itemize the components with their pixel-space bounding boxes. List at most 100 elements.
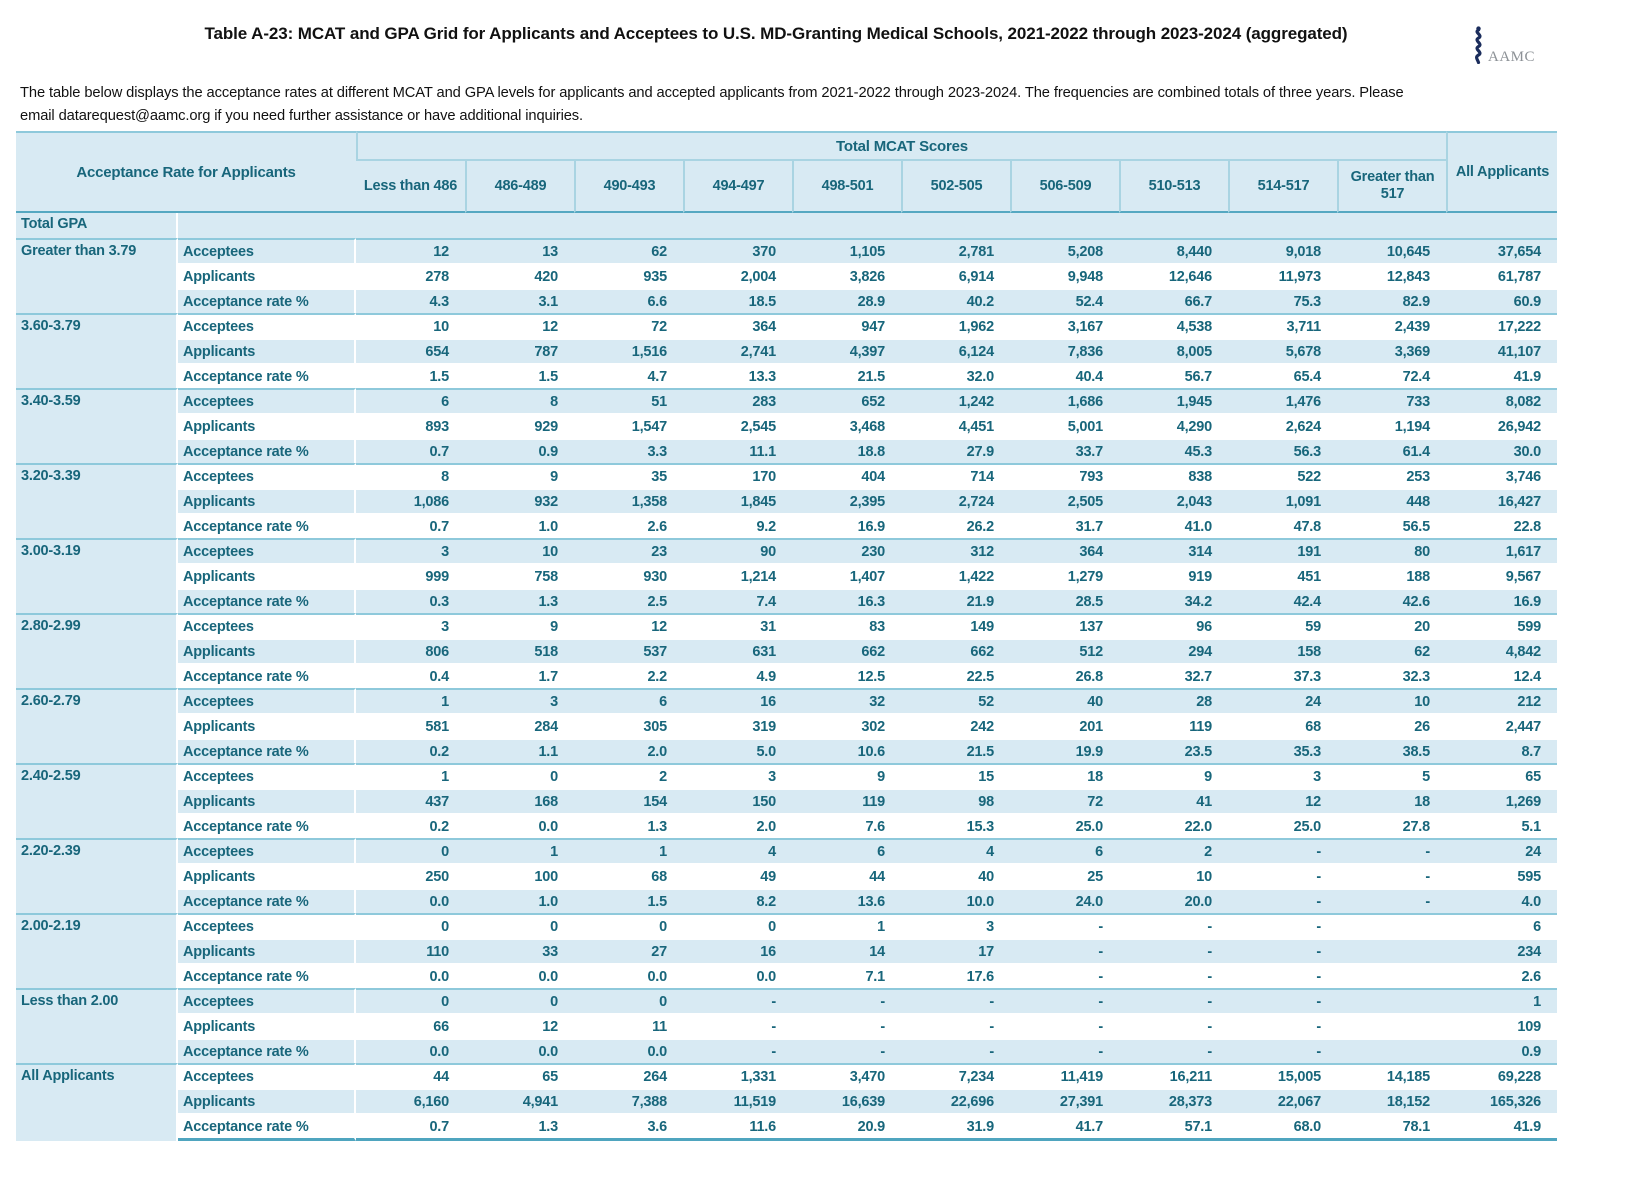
data-cell: 41 — [1119, 788, 1228, 813]
data-cell: 80 — [1337, 538, 1446, 563]
data-cell: 5,208 — [1010, 238, 1119, 263]
data-cell: 0.9 — [465, 438, 574, 463]
data-cell: 893 — [356, 413, 465, 438]
mcat-column-header: 494-497 — [683, 161, 792, 213]
data-cell: 42.4 — [1228, 588, 1337, 613]
data-cell: 2,624 — [1228, 413, 1337, 438]
data-cell: 14 — [792, 938, 901, 963]
all-applicants-value-cell: 212 — [1446, 688, 1557, 713]
mcat-column-header: 490-493 — [574, 161, 683, 213]
data-cell: 51 — [574, 388, 683, 413]
data-cell: - — [1119, 1013, 1228, 1038]
data-cell: 22.0 — [1119, 813, 1228, 838]
row-type-label: Acceptees — [178, 1063, 356, 1088]
data-cell: 10.0 — [901, 888, 1010, 913]
data-cell: 370 — [683, 238, 792, 263]
data-cell: 2.5 — [574, 588, 683, 613]
data-cell: 4,538 — [1119, 313, 1228, 338]
data-cell: 518 — [465, 638, 574, 663]
mcat-column-header: 486-489 — [465, 161, 574, 213]
data-cell: - — [1119, 963, 1228, 988]
data-cell: - — [1010, 1038, 1119, 1063]
table-row: Applicants 250 100 68 49 44 40 25 10- -595 — [16, 863, 1557, 888]
data-cell: 662 — [901, 638, 1010, 663]
data-cell: 1,242 — [901, 388, 1010, 413]
data-cell: 9,948 — [1010, 263, 1119, 288]
data-cell: 2,004 — [683, 263, 792, 288]
data-cell: 1.1 — [465, 738, 574, 763]
data-cell: 0.4 — [356, 663, 465, 688]
data-cell: 17.6 — [901, 963, 1010, 988]
all-applicants-value-cell: 16.9 — [1446, 588, 1557, 613]
data-cell: 420 — [465, 263, 574, 288]
row-type-label: Acceptance rate % — [178, 588, 356, 613]
row-type-label: Applicants — [178, 338, 356, 363]
data-cell: 18.8 — [792, 438, 901, 463]
data-cell: 3 — [356, 613, 465, 638]
data-cell: 12 — [1228, 788, 1337, 813]
data-cell: 72 — [574, 313, 683, 338]
data-cell: 3,826 — [792, 263, 901, 288]
data-cell: 0 — [356, 838, 465, 863]
data-cell: - — [1010, 913, 1119, 938]
data-cell: 16 — [683, 688, 792, 713]
data-cell: 52.4 — [1010, 288, 1119, 313]
data-cell: 404 — [792, 463, 901, 488]
data-cell: 44 — [792, 863, 901, 888]
data-cell: 0.0 — [356, 1038, 465, 1063]
corner-header: Acceptance Rate for Applicants — [16, 131, 356, 213]
data-cell: 7,234 — [901, 1063, 1010, 1088]
data-cell: 283 — [683, 388, 792, 413]
data-cell: 41.7 — [1010, 1113, 1119, 1141]
gpa-range-label: 2.40-2.59 — [16, 763, 178, 838]
all-applicants-value-cell: 24 — [1446, 838, 1557, 863]
table-row: 3.20-3.39 Acceptees 8 9 35 170 404 714 793 838 522… — [16, 463, 1557, 538]
data-cell: 8.2 — [683, 888, 792, 913]
data-cell: 22.5 — [901, 663, 1010, 688]
data-cell: 250 — [356, 863, 465, 888]
data-cell: 3,711 — [1228, 313, 1337, 338]
table-row: Less than 2.00 Acceptees 0 0 0- - - - - -1 — [16, 988, 1557, 1063]
data-cell: 98 — [901, 788, 1010, 813]
all-applicants-value-cell: 12.4 — [1446, 663, 1557, 688]
gpa-range-label: 2.00-2.19 — [16, 913, 178, 988]
data-cell: 68 — [574, 863, 683, 888]
total-gpa-spacer — [178, 213, 1557, 238]
data-cell: 662 — [792, 638, 901, 663]
data-cell: 19.9 — [1010, 738, 1119, 763]
data-cell: - — [792, 1038, 901, 1063]
all-applicants-value-cell: 2,447 — [1446, 713, 1557, 738]
data-cell: 6,914 — [901, 263, 1010, 288]
data-cell: 437 — [356, 788, 465, 813]
row-type-label: Acceptance rate % — [178, 963, 356, 988]
data-cell: 12,843 — [1337, 263, 1446, 288]
row-type-label: Applicants — [178, 638, 356, 663]
data-cell: 119 — [1119, 713, 1228, 738]
data-cell: 40 — [901, 863, 1010, 888]
data-cell: 26 — [1337, 713, 1446, 738]
all-applicants-value-cell: 41.9 — [1446, 1113, 1557, 1141]
data-cell: 2,439 — [1337, 313, 1446, 338]
data-cell: 4 — [683, 838, 792, 863]
data-cell: - — [1228, 888, 1337, 913]
row-type-label: Applicants — [178, 713, 356, 738]
data-cell: 56.5 — [1337, 513, 1446, 538]
data-cell: - — [792, 988, 901, 1013]
row-type-label: Applicants — [178, 488, 356, 513]
data-cell: 44 — [356, 1063, 465, 1088]
gpa-range-label: All Applicants — [16, 1063, 178, 1141]
data-cell: 82.9 — [1337, 288, 1446, 313]
data-cell: 11.6 — [683, 1113, 792, 1141]
data-cell — [1337, 913, 1446, 938]
table-row: Applicants 999 758 930 1,214 1,407 1,422 1,279 9… — [16, 563, 1557, 588]
row-type-label: Acceptance rate % — [178, 888, 356, 913]
data-cell: 314 — [1119, 538, 1228, 563]
data-cell: 21.5 — [901, 738, 1010, 763]
data-cell: 0.0 — [574, 963, 683, 988]
data-cell: 119 — [792, 788, 901, 813]
data-cell: 62 — [1337, 638, 1446, 663]
column-header-row: Less than 486 486-489 490-493 494-497 498-50… — [16, 161, 1557, 213]
row-type-label: Applicants — [178, 788, 356, 813]
mcat-gpa-grid-table: Acceptance Rate for Applicants Total MCA… — [16, 131, 1557, 1141]
data-cell: 10,645 — [1337, 238, 1446, 263]
